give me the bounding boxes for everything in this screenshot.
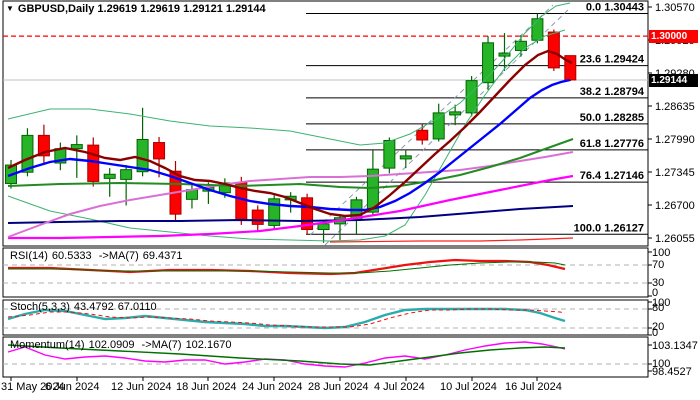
time-axis-label: 16 Jul 2024 — [505, 381, 562, 393]
time-axis-label: 18 Jun 2024 — [176, 381, 237, 393]
rsi-ma-line — [8, 261, 566, 274]
candle-body — [482, 42, 495, 84]
rsi-axis-label: 70 — [652, 259, 664, 271]
time-axis-label: 6 Jun 2024 — [45, 381, 99, 393]
fib-label: 76.4 1.27146 — [580, 170, 644, 182]
fib-label: 50.0 1.28285 — [580, 112, 644, 124]
price-axis-label: 1.30570 — [655, 2, 695, 14]
envelope-upper — [7, 2, 571, 146]
rsi-panel — [2, 247, 649, 298]
candle-body — [268, 198, 281, 226]
ohlc-high: 1.29619 — [140, 3, 180, 15]
candle-body — [449, 111, 462, 116]
momentum-panel — [2, 336, 649, 378]
chart-header: ▼ GBPUSD,Daily 1.29619 1.29619 1.29121 1.… — [6, 3, 266, 15]
time-axis-label: 28 Jun 2024 — [308, 381, 369, 393]
ma-maroon — [7, 49, 573, 218]
time-axis-label: 12 Jun 2024 — [111, 381, 172, 393]
ma-magenta — [8, 174, 574, 240]
candle-body — [317, 223, 330, 231]
price-axis-label: 1.27345 — [655, 167, 695, 179]
dashed-trendline-b — [324, 9, 569, 246]
ma-blue — [7, 78, 571, 212]
rsi-axis-label: 30 — [652, 277, 664, 289]
time-axis-label: 10 Jul 2024 — [440, 381, 497, 393]
candle-body — [416, 129, 429, 141]
momentum-label: Momentum(14) 102.0909 ->MA(7) 102.1670 — [10, 339, 232, 351]
ma-violet — [7, 151, 574, 238]
envelope-lower — [7, 29, 566, 242]
candle-body — [120, 169, 133, 180]
candle-body — [399, 155, 412, 160]
ohlc-open: 1.29619 — [97, 3, 138, 15]
momentum-axis-label: 100 — [652, 358, 670, 370]
stoch-axis-label: 100 — [652, 297, 670, 309]
stoch-signal-line — [7, 308, 566, 328]
candle-body — [514, 40, 527, 51]
candle-body — [383, 140, 396, 169]
ohlc-low: 1.29121 — [183, 3, 223, 15]
candle-body — [136, 138, 149, 173]
candle-body — [465, 80, 478, 114]
ohlc-close: 1.29144 — [225, 3, 266, 15]
candle-body — [70, 144, 83, 150]
candle-body — [153, 142, 166, 160]
fib-label: 38.2 1.28794 — [580, 86, 645, 98]
candle-body — [366, 168, 379, 213]
stoch-panel — [2, 299, 649, 336]
candle-body — [432, 112, 445, 140]
red-baseline — [329, 237, 574, 243]
time-axis-label: 31 May 2024 — [1, 381, 65, 393]
symbol-period-label: GBPUSD,Daily — [17, 3, 95, 15]
rsi-label: RSI(14) 60.5333 ->MA(7) 69.4371 — [10, 250, 183, 262]
stoch-axis-label: 80 — [652, 302, 664, 314]
candle-body — [564, 55, 577, 81]
dashed-trendline-a — [309, 4, 554, 236]
candle-body — [301, 197, 314, 231]
price-axis-label: 1.27990 — [655, 134, 695, 146]
candle-body — [498, 52, 511, 57]
fib-label: 0.0 1.30443 — [586, 1, 644, 13]
price-axis-label: 1.26700 — [655, 200, 695, 212]
fib-label: 100.0 1.26127 — [574, 222, 644, 234]
candle-body — [251, 209, 264, 225]
time-axis-label: 4 Jul 2024 — [374, 381, 425, 393]
candle-body — [103, 173, 116, 179]
ma-green — [7, 138, 574, 190]
fib-label: 23.6 1.29424 — [580, 54, 645, 66]
stoch-label: Stoch(5,3,3) 43.4792 67.0110 — [10, 301, 157, 313]
candle-body — [547, 31, 560, 69]
price-level-tag: 1.30000 — [649, 30, 698, 43]
candle-body — [21, 134, 34, 173]
symbol-dropdown-icon[interactable]: ▼ — [6, 4, 14, 13]
momentum-axis-label: 103.1347 — [652, 340, 698, 352]
rsi-axis-label: 0 — [652, 287, 658, 299]
rsi-axis-label: 100 — [652, 247, 670, 259]
candle-body — [531, 18, 544, 41]
fib-label: 61.8 1.27776 — [580, 138, 644, 150]
price-axis-label: 1.28635 — [655, 101, 695, 113]
momentum-line — [7, 341, 566, 368]
current-price-tag: 1.29144 — [649, 74, 698, 87]
momentum-ma-line — [7, 344, 566, 366]
price-axis-label: 1.26055 — [655, 233, 695, 245]
time-axis-label: 24 Jun 2024 — [242, 381, 303, 393]
ma-navy — [7, 205, 574, 224]
stoch-axis-label: 0 — [652, 327, 658, 339]
candle-body — [37, 134, 50, 157]
momentum-axis-label: 98.4527 — [652, 366, 692, 378]
stoch-axis-label: 20 — [652, 321, 664, 333]
